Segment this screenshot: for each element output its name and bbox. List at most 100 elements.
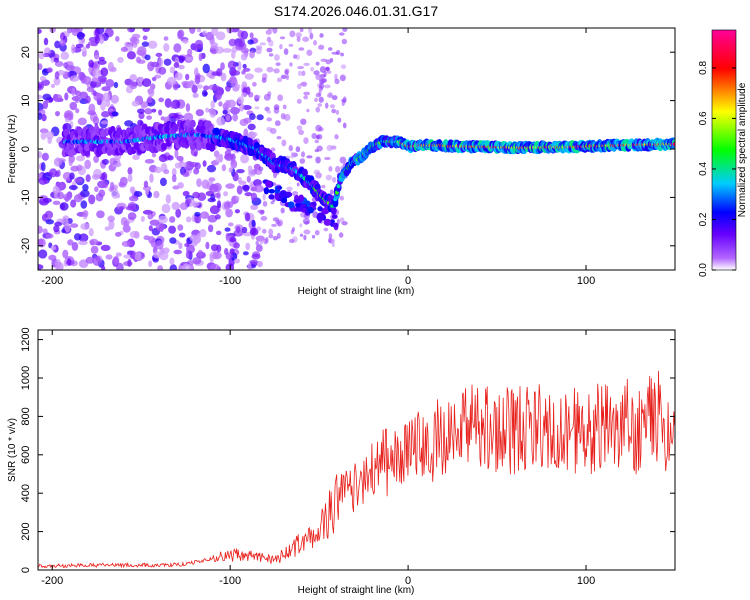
heatmap-cell (71, 87, 76, 97)
heatmap-cell (38, 63, 43, 71)
heatmap-cell (195, 109, 204, 117)
heatmap-cell (88, 103, 96, 114)
heatmap-cell (101, 86, 111, 92)
heatmap-cell (301, 70, 306, 77)
heatmap-cell (119, 206, 125, 211)
heatmap-cell (271, 223, 277, 227)
heatmap-cell (183, 112, 194, 123)
heatmap-cell (189, 119, 196, 128)
heatmap-cell (290, 229, 295, 235)
heatmap-cell (279, 43, 283, 50)
heatmap-cell (129, 186, 135, 194)
heatmap-cell (315, 61, 320, 66)
heatmap-cell (252, 81, 257, 87)
heatmap-cell (323, 227, 329, 232)
heatmap-cell (98, 189, 106, 198)
heatmap-cell (274, 54, 280, 61)
heatmap-cell (57, 191, 65, 200)
heatmap-cell (331, 108, 337, 114)
heatmap-cell (43, 37, 49, 46)
heatmap-cell (249, 50, 255, 59)
snr-y-tick-label: 600 (20, 446, 32, 464)
heatmap-cell (240, 47, 250, 54)
heatmap-cell (50, 245, 57, 251)
heatmap-cell (75, 43, 84, 48)
heatmap-cell (143, 235, 151, 241)
snr-series-line (38, 370, 675, 569)
heatmap-cell (191, 84, 198, 94)
heatmap-cell (210, 100, 216, 110)
heatmap-cell (111, 111, 119, 117)
spectrogram-x-axis-label: Height of straight line (km) (298, 286, 415, 297)
heatmap-cell (213, 127, 220, 136)
spectrogram-y-tick-label: 10 (20, 94, 32, 106)
heatmap-cell (276, 232, 281, 239)
heatmap-cell (339, 74, 346, 82)
heatmap-cell (48, 254, 57, 261)
heatmap-cell (299, 28, 304, 33)
heatmap-cell (38, 151, 42, 159)
heatmap-cell (46, 67, 53, 73)
heatmap-cell (289, 62, 293, 67)
heatmap-cell (63, 193, 72, 201)
heatmap-cell (295, 202, 301, 208)
heatmap-cell (69, 75, 80, 82)
heatmap-cell (194, 39, 204, 50)
heatmap-cell (85, 256, 95, 264)
heatmap-cell (189, 28, 196, 34)
heatmap-cell (277, 94, 284, 102)
heatmap-cell (315, 156, 321, 164)
heatmap-cell (38, 83, 43, 89)
heatmap-cell (158, 57, 163, 67)
heatmap-cell (247, 123, 256, 131)
heatmap-cell (295, 54, 300, 61)
heatmap-cell (296, 98, 302, 104)
heatmap-cell (266, 66, 274, 73)
heatmap-cell (265, 29, 272, 35)
heatmap-cell (259, 211, 264, 215)
heatmap-cell (38, 28, 42, 34)
heatmap-cell (89, 238, 99, 246)
heatmap-cell (129, 74, 137, 81)
heatmap-cell (60, 51, 70, 60)
heatmap-cell (92, 90, 97, 96)
heatmap-cell (320, 58, 328, 62)
heatmap-cell (111, 189, 120, 199)
heatmap-cell (146, 97, 153, 104)
heatmap-cell (331, 95, 338, 101)
heatmap-cell (216, 68, 223, 77)
heatmap-cell (244, 73, 254, 80)
snr-x-tick-label: -200 (41, 575, 63, 587)
heatmap-cell (245, 242, 251, 251)
heatmap-cell (243, 117, 252, 124)
heatmap-cell (53, 57, 59, 63)
heatmap-cell (88, 227, 94, 237)
heatmap-cell (168, 225, 176, 234)
heatmap-cell (171, 201, 180, 211)
heatmap-cell (241, 70, 246, 75)
heatmap-cell (248, 131, 258, 138)
heatmap-cell (63, 62, 69, 69)
heatmap-cell (49, 168, 58, 178)
heatmap-cell (256, 114, 264, 121)
heatmap-cell (198, 53, 203, 62)
heatmap-cell (293, 198, 301, 203)
heatmap-cell (318, 90, 322, 97)
heatmap-cell (306, 108, 310, 113)
heatmap-cell (325, 67, 330, 71)
heatmap-cell (210, 42, 219, 49)
heatmap-cell (266, 36, 272, 43)
heatmap-cell (173, 249, 183, 255)
heatmap-cell (302, 36, 310, 42)
heatmap-cell (237, 61, 242, 71)
heatmap-cell (173, 43, 182, 53)
heatmap-cell (174, 162, 182, 169)
heatmap-cell (256, 260, 263, 268)
heatmap-cell (268, 188, 276, 194)
heatmap-cell (203, 91, 208, 96)
heatmap-cell (120, 216, 128, 226)
heatmap-cell (62, 249, 69, 259)
heatmap-cell (117, 56, 124, 64)
heatmap-cell (242, 251, 249, 256)
